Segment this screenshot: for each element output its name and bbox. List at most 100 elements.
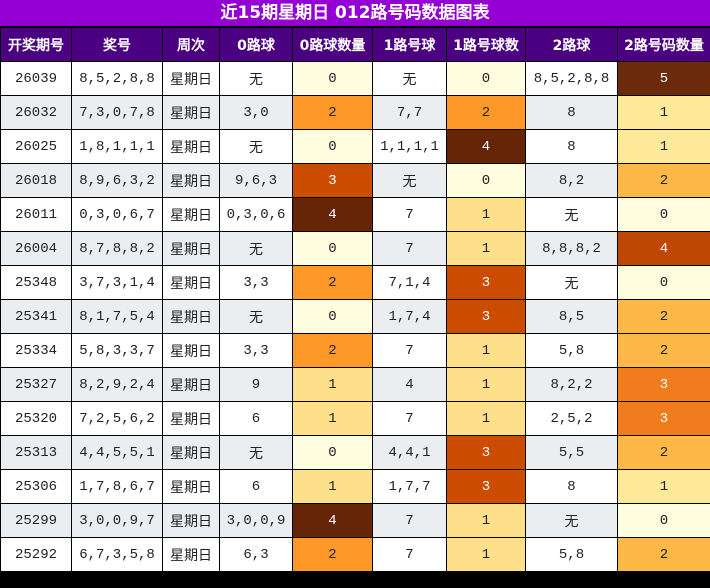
table-row: 26011 0,3,0,6,7 星期日 0,3,0,6 4 7 1 无 0: [0, 197, 710, 232]
col-header-road2-count: 2路号码数量: [617, 27, 710, 62]
table-row: 25306 1,7,8,6,7 星期日 6 1 1,7,7 3 8 1: [0, 469, 710, 504]
table-row: 25320 7,2,5,6,2 星期日 6 1 7 1 2,5,2 3: [0, 401, 710, 436]
cell-road2-balls: 8,2,2: [525, 367, 618, 402]
cell-road1-balls: 7,7: [372, 95, 447, 130]
cell-road0-balls: 无: [219, 231, 293, 266]
cell-road2-balls: 8: [525, 95, 618, 130]
cell-weekday: 星期日: [162, 333, 220, 368]
cell-road2-balls: 无: [525, 265, 618, 300]
table-row: 25292 6,7,3,5,8 星期日 6,3 2 7 1 5,8 2: [0, 537, 710, 572]
cell-road1-balls: 7: [372, 503, 447, 538]
cell-issue: 25334: [0, 333, 72, 368]
cell-numbers: 5,8,3,3,7: [71, 333, 163, 368]
col-header-road1-count: 1路号球数: [446, 27, 526, 62]
cell-weekday: 星期日: [162, 95, 220, 130]
cell-road0-balls: 无: [219, 299, 293, 334]
cell-numbers: 1,8,1,1,1: [71, 129, 163, 164]
cell-road2-count: 0: [617, 265, 710, 300]
cell-road0-count: 1: [292, 367, 373, 402]
col-header-road0-count: 0路球数量: [292, 27, 373, 62]
cell-issue: 26018: [0, 163, 72, 198]
cell-road2-count: 5: [617, 61, 710, 96]
cell-road0-count: 1: [292, 469, 373, 504]
cell-weekday: 星期日: [162, 367, 220, 402]
cell-issue: 26039: [0, 61, 72, 96]
col-header-road1-balls: 1路号球: [372, 27, 447, 62]
cell-road2-balls: 8,8,8,2: [525, 231, 618, 266]
cell-road0-count: 3: [292, 163, 373, 198]
cell-road0-balls: 无: [219, 435, 293, 470]
cell-road0-count: 0: [292, 61, 373, 96]
cell-numbers: 7,3,0,7,8: [71, 95, 163, 130]
cell-road2-count: 0: [617, 503, 710, 538]
cell-road1-balls: 1,1,1,1: [372, 129, 447, 164]
cell-road2-count: 3: [617, 401, 710, 436]
table-row: 26004 8,7,8,8,2 星期日无 0 7 1 8,8,8,2 4: [0, 231, 710, 266]
cell-road1-count: 0: [446, 61, 526, 96]
cell-road1-count: 1: [446, 503, 526, 538]
cell-road1-count: 3: [446, 299, 526, 334]
cell-road2-count: 4: [617, 231, 710, 266]
cell-road0-count: 2: [292, 95, 373, 130]
cell-weekday: 星期日: [162, 537, 220, 572]
col-header-numbers: 奖号: [71, 27, 163, 62]
cell-road0-balls: 6,3: [219, 537, 293, 572]
table-row: 26032 7,3,0,7,8 星期日 3,0 2 7,7 2 8 1: [0, 95, 710, 130]
cell-road1-count: 2: [446, 95, 526, 130]
table-row: 26025 1,8,1,1,1 星期日无 0 1,1,1,1 4 8 1: [0, 129, 710, 164]
chart-title: 近15期星期日 012路号码数据图表: [0, 0, 710, 27]
table-row: 25313 4,4,5,5,1 星期日无 0 4,4,1 3 5,5 2: [0, 435, 710, 470]
table-row: 25334 5,8,3,3,7 星期日 3,3 2 7 1 5,8 2: [0, 333, 710, 368]
cell-road2-count: 2: [617, 333, 710, 368]
cell-numbers: 4,4,5,5,1: [71, 435, 163, 470]
cell-road0-count: 2: [292, 537, 373, 572]
cell-road1-count: 0: [446, 163, 526, 198]
cell-road1-balls: 7: [372, 333, 447, 368]
cell-weekday: 星期日: [162, 401, 220, 436]
cell-road2-count: 0: [617, 197, 710, 232]
cell-road2-count: 2: [617, 537, 710, 572]
table-row: 25341 8,1,7,5,4 星期日无 0 1,7,4 3 8,5 2: [0, 299, 710, 334]
cell-road0-count: 0: [292, 435, 373, 470]
cell-road2-count: 1: [617, 129, 710, 164]
cell-road0-balls: 9,6,3: [219, 163, 293, 198]
cell-weekday: 星期日: [162, 231, 220, 266]
cell-road2-count: 3: [617, 367, 710, 402]
data-table: 开奖期号 奖号 周次 0路球 0路球数量 1路号球 1路号球数 2路球 2路号码…: [0, 27, 710, 572]
cell-road1-count: 1: [446, 231, 526, 266]
cell-road2-count: 2: [617, 163, 710, 198]
cell-road0-balls: 3,3: [219, 265, 293, 300]
table-row: 25327 8,2,9,2,4 星期日 9 1 4 1 8,2,2 3: [0, 367, 710, 402]
cell-road1-count: 4: [446, 129, 526, 164]
cell-issue: 25299: [0, 503, 72, 538]
cell-road0-count: 4: [292, 503, 373, 538]
cell-road1-count: 3: [446, 469, 526, 504]
cell-road2-balls: 无: [525, 503, 618, 538]
cell-numbers: 8,1,7,5,4: [71, 299, 163, 334]
cell-issue: 26004: [0, 231, 72, 266]
cell-road0-balls: 0,3,0,6: [219, 197, 293, 232]
cell-road2-balls: 8: [525, 469, 618, 504]
cell-road1-balls: 7: [372, 401, 447, 436]
cell-road1-count: 1: [446, 197, 526, 232]
cell-numbers: 1,7,8,6,7: [71, 469, 163, 504]
cell-numbers: 3,0,0,9,7: [71, 503, 163, 538]
cell-weekday: 星期日: [162, 129, 220, 164]
table-row: 25348 3,7,3,1,4 星期日 3,3 2 7,1,4 3 无 0: [0, 265, 710, 300]
cell-weekday: 星期日: [162, 469, 220, 504]
cell-road2-count: 2: [617, 435, 710, 470]
cell-road0-count: 0: [292, 299, 373, 334]
cell-road2-count: 1: [617, 469, 710, 504]
cell-road0-balls: 9: [219, 367, 293, 402]
cell-weekday: 星期日: [162, 299, 220, 334]
cell-road2-balls: 5,8: [525, 333, 618, 368]
cell-road1-count: 1: [446, 401, 526, 436]
cell-road0-balls: 无: [219, 129, 293, 164]
cell-weekday: 星期日: [162, 61, 220, 96]
cell-numbers: 3,7,3,1,4: [71, 265, 163, 300]
cell-road1-balls: 1,7,7: [372, 469, 447, 504]
col-header-road2-balls: 2路球: [525, 27, 618, 62]
cell-road2-balls: 8,5,2,8,8: [525, 61, 618, 96]
cell-road0-balls: 6: [219, 401, 293, 436]
